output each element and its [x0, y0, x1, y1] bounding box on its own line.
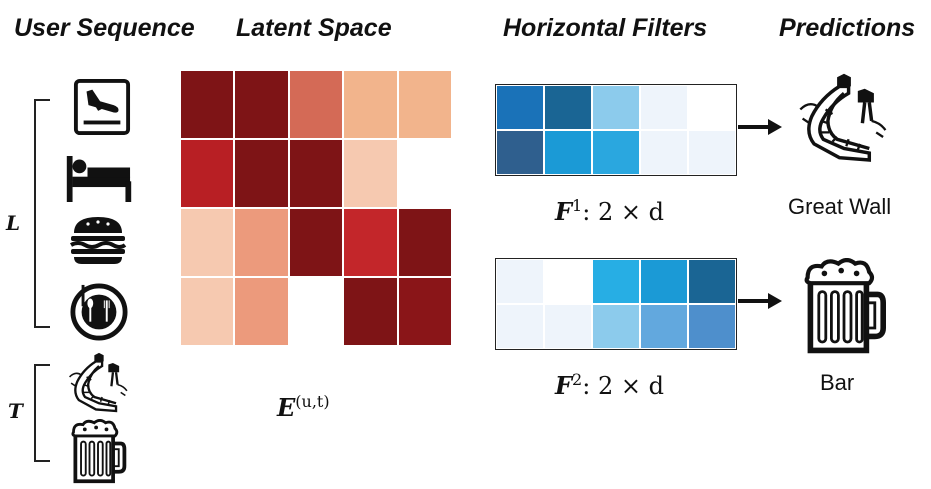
filter-2-cell: [688, 259, 736, 304]
filter-1-cell: [592, 85, 640, 130]
bracket-L: [34, 99, 50, 328]
filter-2-cell: [592, 259, 640, 304]
filter-2-cell: [688, 304, 736, 349]
embedding-cell: [180, 277, 235, 346]
embedding-matrix: [180, 70, 452, 346]
embedding-cell: [343, 208, 398, 277]
arrow-icon: [738, 119, 782, 135]
burger-icon: [68, 215, 128, 265]
filter-2-superscript: 2: [572, 370, 583, 389]
filter-2-cell: [496, 304, 544, 349]
beer-mug-prediction-icon: [800, 258, 888, 356]
header-horizontal-filters: Horizontal Filters: [503, 14, 708, 42]
embedding-cell: [397, 139, 452, 208]
filter-2-cell: [496, 259, 544, 304]
filter-1-cell: [544, 130, 592, 175]
embedding-cell: [288, 208, 344, 277]
filter-1-matrix: [495, 84, 737, 176]
bed-icon: [63, 156, 135, 202]
embedding-cell: [397, 277, 452, 346]
airplane-landing-icon: [73, 78, 131, 136]
filter-1-cell: [688, 85, 736, 130]
filter-1-cell: [496, 130, 544, 175]
embedding-cell: [343, 139, 398, 208]
embedding-cell: [397, 70, 452, 139]
filter-2-cell: [544, 304, 592, 349]
embedding-cell: [234, 208, 289, 277]
prediction-1-label: Great Wall: [788, 194, 892, 219]
embedding-symbol: E: [277, 393, 296, 422]
embedding-cell: [180, 139, 235, 208]
filter-2-cell: [640, 259, 688, 304]
embedding-cell: [180, 208, 235, 277]
embedding-cell: [288, 139, 344, 208]
embedding-cell: [180, 70, 235, 139]
filter-2-symbol: F: [555, 371, 573, 400]
filter-2-matrix: [495, 258, 737, 350]
label-T: T: [8, 399, 23, 423]
filter-1-cell: [688, 130, 736, 175]
filter-2-cell: [544, 259, 592, 304]
bracket-T: [34, 364, 50, 462]
embedding-cell: [397, 208, 452, 277]
beer-mug-icon: [68, 419, 128, 485]
filter-1-symbol: F: [555, 197, 573, 226]
embedding-superscript: (u,t): [295, 392, 330, 411]
arrow-icon: [738, 293, 782, 309]
embedding-cell: [234, 70, 289, 139]
embedding-cell: [288, 70, 344, 139]
filter-2-label: F2: 2 × d: [555, 370, 664, 400]
filter-2-cell: [640, 304, 688, 349]
filter-2-dim: : 2 × d: [582, 372, 664, 400]
header-user-sequence: User Sequence: [14, 14, 195, 42]
embedding-cell: [288, 277, 344, 346]
header-predictions: Predictions: [779, 14, 916, 42]
filter-1-label: F1: 2 × d: [555, 196, 664, 226]
filter-1-cell: [640, 130, 688, 175]
great-wall-icon: [68, 345, 130, 415]
embedding-cell: [234, 277, 289, 346]
filter-1-cell: [496, 85, 544, 130]
embedding-label: E(u,t): [277, 392, 330, 422]
embedding-cell: [343, 70, 398, 139]
filter-1-cell: [640, 85, 688, 130]
label-L: L: [6, 211, 21, 235]
filter-1-cell: [544, 85, 592, 130]
filter-2-cell: [592, 304, 640, 349]
prediction-2-label: Bar: [820, 370, 855, 395]
great-wall-prediction-icon: [798, 50, 890, 178]
restaurant-icon: [70, 283, 128, 341]
embedding-cell: [234, 139, 289, 208]
header-latent-space: Latent Space: [236, 14, 392, 42]
embedding-cell: [343, 277, 398, 346]
filter-1-dim: : 2 × d: [582, 198, 664, 226]
filter-1-superscript: 1: [572, 196, 583, 215]
filter-1-cell: [592, 130, 640, 175]
